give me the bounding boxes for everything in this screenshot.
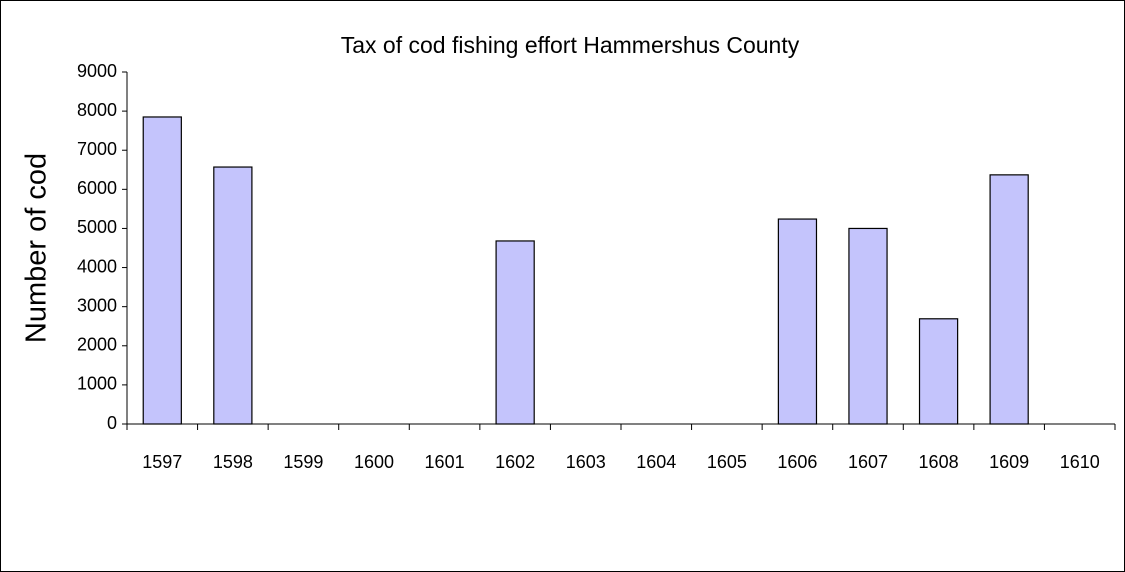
y-tick-label: 4000	[77, 256, 117, 276]
x-tick-label: 1608	[919, 452, 959, 472]
y-tick-label: 1000	[77, 374, 117, 394]
y-tick-label: 5000	[77, 217, 117, 237]
y-tick-label: 3000	[77, 295, 117, 315]
y-axis-label: Number of cod	[21, 153, 53, 343]
bar	[142, 116, 182, 425]
x-tick-label: 1599	[283, 452, 323, 472]
y-tick-label: 2000	[77, 335, 117, 355]
chart-title: Tax of cod fishing effort Hammershus Cou…	[341, 32, 800, 58]
x-tick-label: 1606	[777, 452, 817, 472]
bar	[495, 240, 535, 425]
x-tick-label: 1602	[495, 452, 535, 472]
bar	[777, 218, 818, 425]
x-tick-label: 1603	[566, 452, 606, 472]
x-tick-label: 1610	[1060, 452, 1100, 472]
x-tick-label: 1598	[213, 452, 253, 472]
y-tick-label: 8000	[77, 100, 117, 120]
x-tick-label: 1604	[636, 452, 676, 472]
y-tick-label: 7000	[77, 139, 117, 159]
bar	[848, 227, 888, 425]
x-tick-label: 1600	[354, 452, 394, 472]
bar	[989, 174, 1029, 425]
bar	[213, 166, 253, 425]
x-tick-label: 1609	[989, 452, 1029, 472]
bar	[918, 318, 959, 425]
x-tick-label: 1605	[707, 452, 747, 472]
y-tick-label: 9000	[77, 61, 117, 81]
x-tick-label: 1601	[425, 452, 465, 472]
x-tick-label: 1607	[848, 452, 888, 472]
x-tick-label: 1597	[142, 452, 182, 472]
y-tick-label: 6000	[77, 178, 117, 198]
y-tick-label: 0	[107, 413, 117, 433]
